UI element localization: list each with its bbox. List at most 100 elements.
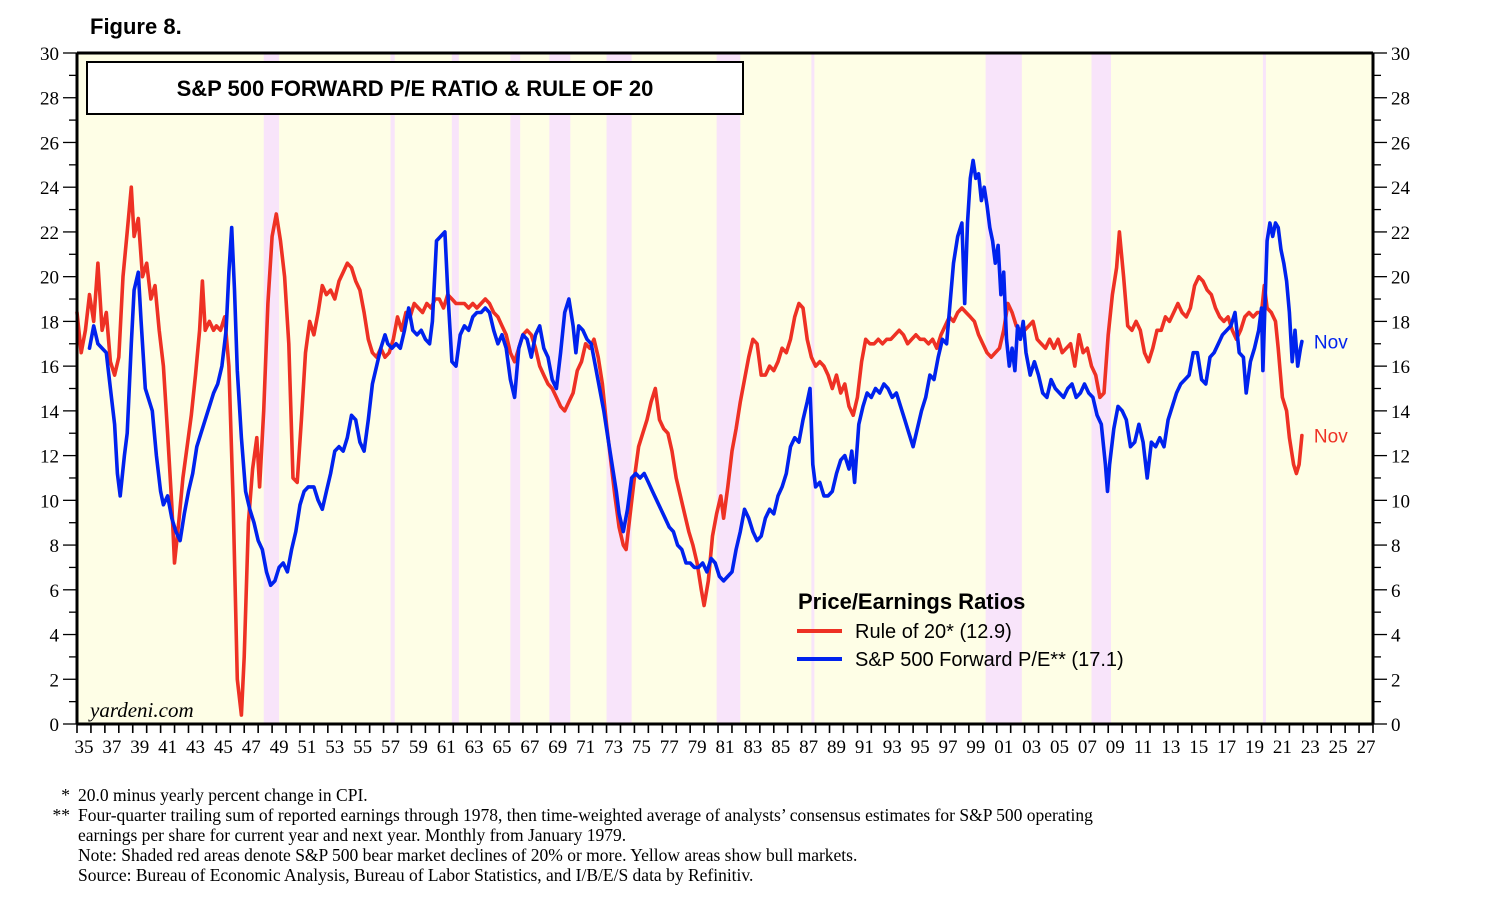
x-tick-label: 77 xyxy=(660,737,679,758)
y-tick-label-right: 22 xyxy=(1391,223,1410,244)
y-tick-label-left: 22 xyxy=(40,223,59,244)
x-tick-label: 95 xyxy=(911,737,930,758)
y-tick-label-left: 0 xyxy=(50,715,60,736)
x-tick-label: 57 xyxy=(381,737,400,758)
x-tick-label: 25 xyxy=(1329,737,1348,758)
x-tick-label: 01 xyxy=(994,737,1013,758)
x-tick-label: 73 xyxy=(604,737,623,758)
bear-market-band xyxy=(1091,53,1112,724)
x-tick-label: 71 xyxy=(576,737,595,758)
bear-market-band xyxy=(716,53,741,724)
y-tick-label-left: 10 xyxy=(40,491,59,512)
x-tick-label: 41 xyxy=(158,737,177,758)
y-tick-label-left: 30 xyxy=(40,44,59,65)
series-line-forward-pe xyxy=(87,158,1304,588)
series-line-rule-of-20 xyxy=(75,185,1304,717)
y-tick-label-right: 0 xyxy=(1391,715,1401,736)
footnote-text: Four-quarter trailing sum of reported ea… xyxy=(78,805,1093,845)
y-tick-label-left: 8 xyxy=(50,536,60,557)
x-axis: 35 37 39 41 43 45 47 49 51 53 55 57 59 61 63 65 67 69 71 73… xyxy=(74,724,1376,758)
x-tick-label: 67 xyxy=(520,737,539,758)
footnote-1: * 20.0 minus yearly percent change in CP… xyxy=(40,785,1093,805)
x-tick-label: 65 xyxy=(493,737,512,758)
x-tick-label: 47 xyxy=(242,737,261,758)
bear-market-band xyxy=(451,53,459,724)
y-tick-label-right: 10 xyxy=(1391,491,1410,512)
footnote-mark xyxy=(40,845,78,865)
y-tick-label-left: 12 xyxy=(40,447,59,468)
y-tick-label-left: 28 xyxy=(40,89,59,110)
x-tick-label: 23 xyxy=(1301,737,1320,758)
x-tick-label: 35 xyxy=(74,737,93,758)
x-tick-label: 83 xyxy=(743,737,762,758)
x-tick-label: 37 xyxy=(102,737,121,758)
x-tick-label: 91 xyxy=(855,737,874,758)
bear-market-band xyxy=(390,53,395,724)
x-tick-label: 61 xyxy=(437,737,456,758)
nov-label-forward-pe: Nov xyxy=(1314,333,1348,354)
legend-title: Price/Earnings Ratios xyxy=(798,589,1025,614)
x-tick-label: 69 xyxy=(548,737,567,758)
note-text: Note: Shaded red areas denote S&P 500 be… xyxy=(78,845,858,865)
x-tick-label: 27 xyxy=(1357,737,1376,758)
x-tick-label: 85 xyxy=(771,737,790,758)
x-tick-label: 81 xyxy=(716,737,735,758)
x-tick-label: 13 xyxy=(1161,737,1180,758)
note: Note: Shaded red areas denote S&P 500 be… xyxy=(40,845,1093,865)
source: Source: Bureau of Economic Analysis, Bur… xyxy=(40,865,1093,885)
x-tick-label: 87 xyxy=(799,737,818,758)
x-tick-label: 93 xyxy=(883,737,902,758)
x-tick-label: 59 xyxy=(409,737,428,758)
y-tick-label-left: 6 xyxy=(50,581,60,602)
x-tick-label: 05 xyxy=(1050,737,1069,758)
y-tick-label-left: 2 xyxy=(50,670,60,691)
bear-market-band xyxy=(1262,53,1266,724)
x-tick-label: 39 xyxy=(130,737,149,758)
title-box: S&P 500 FORWARD P/E RATIO & RULE OF 20 xyxy=(86,61,744,115)
footnote-text: 20.0 minus yearly percent change in CPI. xyxy=(78,785,368,805)
nov-label-rule-of-20: Nov xyxy=(1314,426,1348,447)
footnotes: * 20.0 minus yearly percent change in CP… xyxy=(40,785,1093,885)
footnote-mark: ** xyxy=(52,805,71,825)
watermark: yardeni.com xyxy=(88,698,194,722)
y-tick-label-right: 6 xyxy=(1391,581,1401,602)
y-tick-label-right: 30 xyxy=(1391,44,1410,65)
y-tick-label-left: 20 xyxy=(40,268,59,289)
x-tick-label: 51 xyxy=(297,737,316,758)
y-tick-label-left: 14 xyxy=(40,402,60,423)
legend-label-forward-pe: S&P 500 Forward P/E** (17.1) xyxy=(855,649,1124,671)
footnote-mark: * xyxy=(61,785,70,805)
chart-title: S&P 500 FORWARD P/E RATIO & RULE OF 20 xyxy=(177,76,654,101)
bear-market-band xyxy=(549,53,571,724)
y-tick-label-right: 26 xyxy=(1391,133,1410,154)
y-tick-label-right: 28 xyxy=(1391,89,1410,110)
footnote-2: ** Four-quarter trailing sum of reported… xyxy=(40,805,1093,845)
source-text: Source: Bureau of Economic Analysis, Bur… xyxy=(78,865,754,885)
y-tick-label-right: 8 xyxy=(1391,536,1401,557)
x-tick-label: 21 xyxy=(1273,737,1292,758)
y-tick-label-right: 14 xyxy=(1391,402,1411,423)
y-tick-label-left: 16 xyxy=(40,357,59,378)
x-tick-label: 53 xyxy=(325,737,344,758)
x-tick-label: 63 xyxy=(465,737,484,758)
x-tick-label: 19 xyxy=(1245,737,1264,758)
bear-market-band xyxy=(811,53,815,724)
x-tick-label: 55 xyxy=(353,737,372,758)
y-tick-label-right: 18 xyxy=(1391,312,1410,333)
x-tick-label: 07 xyxy=(1078,737,1097,758)
y-tick-label-right: 12 xyxy=(1391,447,1410,468)
x-tick-label: 17 xyxy=(1217,737,1236,758)
figure-label: Figure 8. xyxy=(90,14,182,39)
x-tick-label: 89 xyxy=(827,737,846,758)
x-tick-label: 75 xyxy=(632,737,651,758)
annotations: Nov Nov xyxy=(1314,333,1348,448)
y-tick-label-left: 26 xyxy=(40,133,59,154)
x-tick-label: 99 xyxy=(966,737,985,758)
legend-label-rule-of-20: Rule of 20* (12.9) xyxy=(855,621,1012,643)
y-tick-label-right: 16 xyxy=(1391,357,1410,378)
x-tick-label: 03 xyxy=(1022,737,1041,758)
y-tick-label-left: 4 xyxy=(50,626,60,647)
